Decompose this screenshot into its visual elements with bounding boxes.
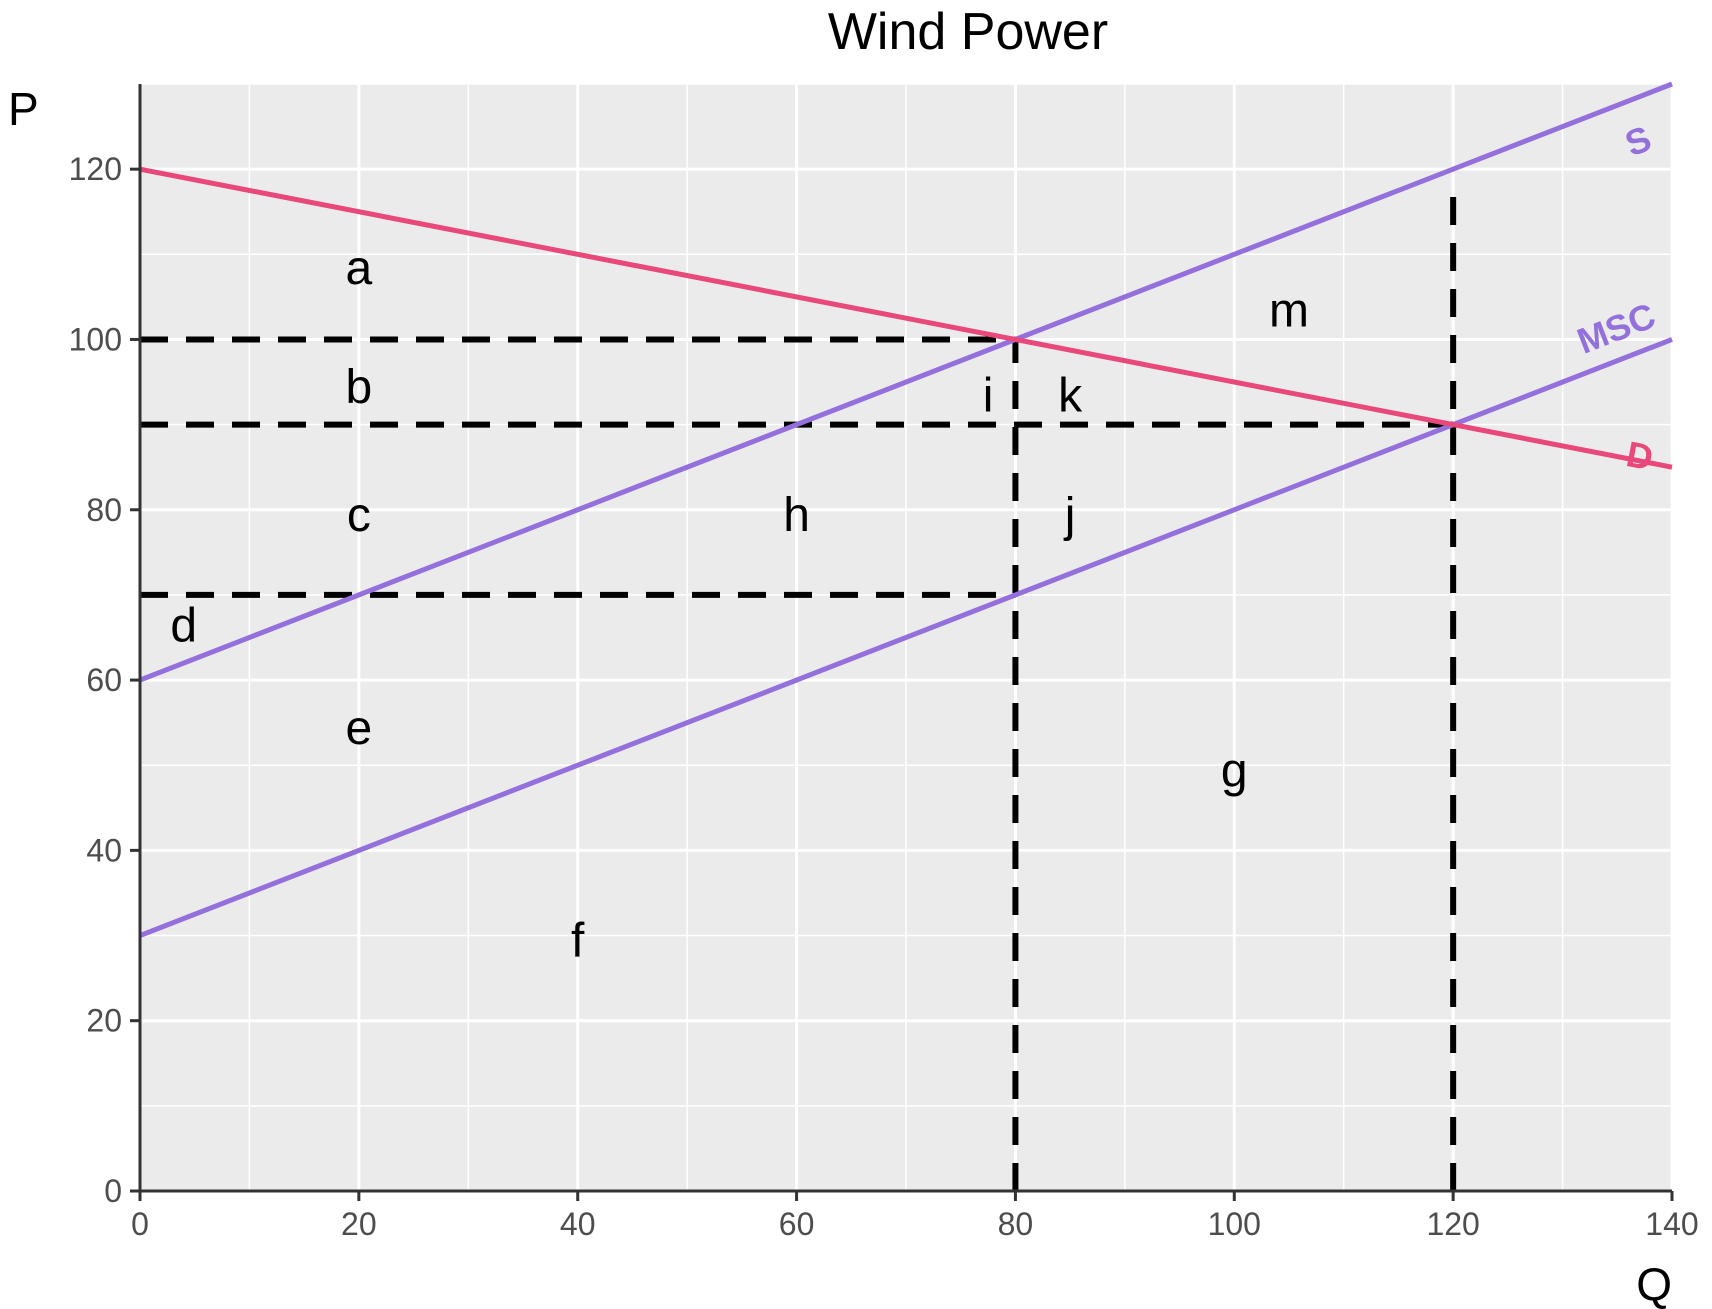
y-tick-label: 80	[86, 492, 122, 528]
x-tick-label: 80	[998, 1206, 1034, 1242]
curve-s	[139, 81, 1673, 683]
y-tick-label: 40	[86, 832, 122, 868]
x-tick-label: 140	[1645, 1206, 1698, 1242]
area-label-m: m	[1269, 285, 1309, 338]
y-axis-title: P	[8, 83, 39, 135]
area-label-k: k	[1058, 370, 1083, 423]
x-tick-label: 100	[1208, 1206, 1261, 1242]
y-tick-label: 0	[104, 1173, 122, 1209]
area-label-f: f	[571, 915, 585, 968]
x-axis-title: Q	[1636, 1258, 1672, 1309]
area-label-g: g	[1221, 744, 1248, 797]
curve-d	[139, 166, 1673, 470]
area-label-a: a	[346, 242, 373, 295]
x-tick-label: 20	[341, 1206, 377, 1242]
area-label-d: d	[170, 600, 197, 653]
axes	[130, 84, 1674, 1201]
y-tick-label: 100	[69, 321, 122, 357]
x-tick-labels: 0 20 40 60 80 100 120 140	[131, 1206, 1699, 1242]
curve-msc	[139, 337, 1673, 938]
area-label-c: c	[347, 489, 371, 542]
y-tick-label: 60	[86, 662, 122, 698]
grid-minor	[140, 83, 1672, 1191]
x-tick-label: 40	[560, 1206, 596, 1242]
chart-title: Wind Power	[828, 3, 1108, 61]
x-tick-label: 120	[1426, 1206, 1479, 1242]
x-tick-label: 0	[131, 1206, 149, 1242]
area-label-i: i	[983, 370, 994, 423]
y-tick-label: 120	[69, 151, 122, 187]
area-label-b: b	[346, 361, 373, 414]
y-tick-labels: 0 20 40 60 80 100 120	[69, 151, 122, 1209]
area-label-h: h	[783, 489, 810, 542]
area-labels: a b c d e f g h i j k m	[170, 242, 1309, 968]
x-tick-label: 60	[779, 1206, 815, 1242]
supply-demand-curves	[139, 81, 1673, 938]
area-label-j: j	[1063, 489, 1076, 542]
area-label-e: e	[346, 702, 373, 755]
y-tick-label: 20	[86, 1003, 122, 1039]
